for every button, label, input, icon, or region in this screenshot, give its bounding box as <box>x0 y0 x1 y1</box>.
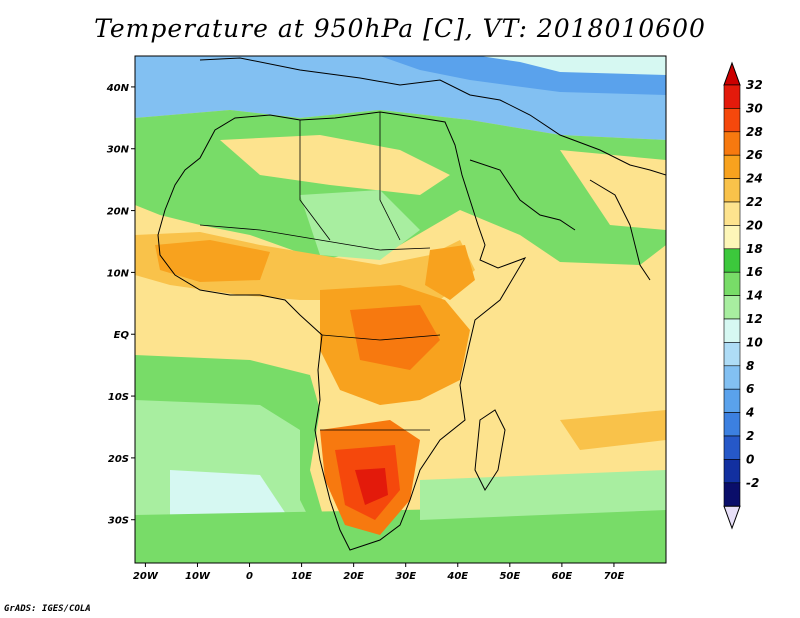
colorbar-label: 26 <box>746 148 763 162</box>
lon-label: 30E <box>395 571 416 582</box>
africa-coastline <box>157 111 527 551</box>
lon-label: 60E <box>552 571 573 582</box>
colorbar-bottom-arrow <box>723 505 741 530</box>
colorbar-label: 2 <box>746 429 754 443</box>
colorbar-label: 18 <box>746 242 763 256</box>
colorbar-label: 22 <box>746 195 763 209</box>
colorbar-label: 10 <box>746 335 763 349</box>
longitude-axis: 20W 10W 0 10E 20E 30E 40E 50E 60E 70E <box>133 563 625 582</box>
colorbar-label: 4 <box>745 406 754 420</box>
map-frame <box>134 55 667 564</box>
lat-label: 30N <box>107 145 130 156</box>
colorbar-swatch <box>723 342 741 367</box>
colorbar-label: 28 <box>746 125 763 139</box>
colorbar-label: 6 <box>746 382 754 396</box>
lat-label: EQ <box>114 330 130 341</box>
arabia-coastline <box>469 159 576 231</box>
colorbar-swatch <box>723 295 741 320</box>
colorbar-swatch <box>723 482 741 507</box>
lon-label: 20W <box>133 571 159 582</box>
lat-label: 30S <box>108 516 129 527</box>
coastlines <box>157 57 666 551</box>
colorbar-label: 8 <box>746 359 754 373</box>
colorbar-label: 20 <box>746 218 763 232</box>
lon-label: 50E <box>499 571 520 582</box>
colorbar-label: 16 <box>746 265 763 279</box>
lon-label: 70E <box>604 571 625 582</box>
lat-label: 10S <box>108 392 129 403</box>
colorbar-label: 32 <box>746 78 763 92</box>
colorbar-label: 14 <box>746 289 763 303</box>
colorbar-swatch <box>723 459 741 484</box>
colorbar-swatch <box>723 108 741 133</box>
colorbar-swatch <box>723 178 741 203</box>
lon-label: 10W <box>185 571 211 582</box>
colorbar-label: 30 <box>746 101 763 115</box>
lon-label: 20E <box>343 571 364 582</box>
latitude-axis: 40N 30N 20N 10N EQ 10S 20S 30S <box>106 83 135 527</box>
colorbar-swatch <box>723 318 741 343</box>
colorbar-swatch <box>723 201 741 226</box>
colorbar-swatch <box>723 365 741 390</box>
colorbar-swatch <box>723 154 741 179</box>
temperature-field <box>135 56 666 563</box>
lon-label: 10E <box>291 571 312 582</box>
madagascar-coastline <box>474 409 506 492</box>
lat-label: 10N <box>107 268 130 279</box>
india-coastline <box>589 179 651 281</box>
lon-label: 0 <box>246 571 253 582</box>
lat-label: 20S <box>108 454 129 465</box>
colorbar-label: -2 <box>746 476 759 490</box>
colorbar-label: 12 <box>746 312 763 326</box>
lat-label: 40N <box>106 83 130 94</box>
lon-label: 40E <box>446 571 468 582</box>
colorbar-top-arrow <box>723 61 741 86</box>
colorbar-label: 24 <box>746 172 763 186</box>
lat-label: 20N <box>107 207 130 218</box>
colorbar <box>723 61 741 530</box>
colorbar-label: 0 <box>746 452 754 466</box>
colorbar-swatch <box>723 271 741 296</box>
colorbar-swatch <box>723 412 741 437</box>
grads-credit: GrADS: IGES/COLA <box>4 604 91 614</box>
colorbar-swatch <box>723 84 741 109</box>
colorbar-swatch <box>723 225 741 250</box>
colorbar-swatch <box>723 435 741 460</box>
map-title: Temperature at 950hPa [C], VT: 201801060… <box>94 14 706 43</box>
colorbar-swatch <box>723 131 741 156</box>
eurasia-coastline <box>199 57 666 176</box>
colorbar-swatch <box>723 248 741 273</box>
colorbar-swatch <box>723 388 741 413</box>
